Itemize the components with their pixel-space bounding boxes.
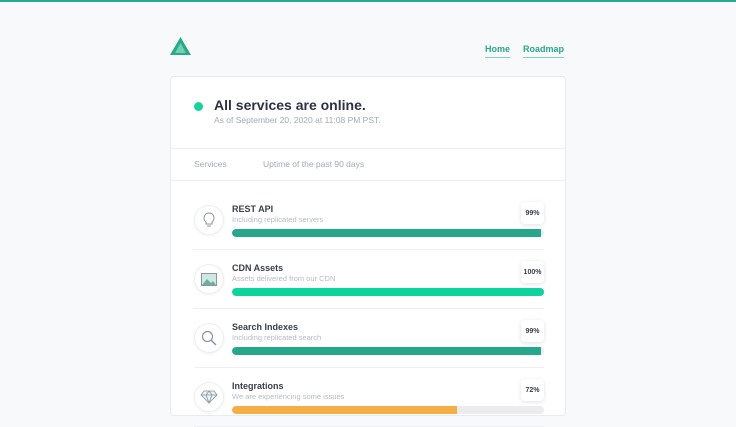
uptime-bar [232,406,544,414]
search-icon [194,323,224,353]
service-row: REST API Including replicated servers 99… [194,191,544,250]
status-timestamp: As of September 20, 2020 at 11:08 PM PST… [214,115,381,125]
service-name: Integrations [232,381,284,391]
service-name: Search Indexes [232,322,299,332]
nav-home[interactable]: Home [485,44,511,58]
uptime-bar-fill [232,288,544,296]
status-title: All services are online. [214,97,366,113]
lightbulb-icon [194,205,224,235]
image-icon [194,264,224,294]
uptime-bar-fill [232,406,457,414]
uptime-bar-fill [232,229,541,237]
logo-icon[interactable] [170,37,191,55]
column-services: Services [194,159,227,169]
column-uptime: Uptime of the past 90 days [263,159,365,169]
service-name: CDN Assets [232,263,284,273]
service-row: Search Indexes Including replicated sear… [194,309,544,368]
service-description: We are experiencing some issues [232,392,345,401]
uptime-bar [232,288,544,296]
status-dot [194,102,203,111]
service-description: Including replicated search [232,333,322,342]
uptime-badge: 72% [521,379,544,401]
uptime-bar [232,347,544,355]
top-accent-bar [0,0,736,2]
uptime-badge: 99% [521,320,544,342]
column-headers: Services Uptime of the past 90 days [171,149,565,181]
service-description: Including replicated servers [232,215,324,224]
nav-roadmap[interactable]: Roadmap [523,44,565,58]
status-card: All services are online. As of September… [170,76,566,427]
service-row: Integrations We are experiencing some is… [194,368,544,427]
uptime-bar-fill [232,347,541,355]
service-row: CDN Assets Assets delivered from our CDN… [194,250,544,309]
uptime-bar [232,229,544,237]
uptime-badge: 100% [521,261,544,283]
service-name: REST API [232,204,274,214]
diamond-icon [194,382,224,412]
service-description: Assets delivered from our CDN [232,274,336,283]
status-summary: All services are online. As of September… [171,77,565,149]
uptime-badge: 99% [521,202,544,224]
